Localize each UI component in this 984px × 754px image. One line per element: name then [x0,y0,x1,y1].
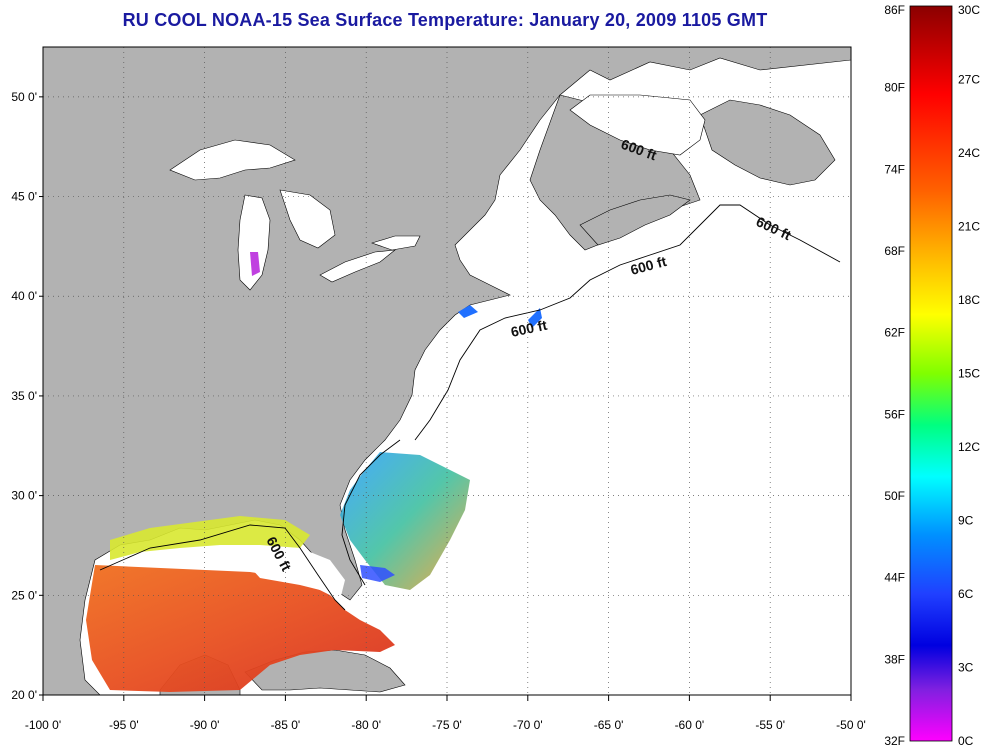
lat-tick-label: 20 0' [11,688,37,702]
lon-tick-label: -60 0' [675,718,705,732]
colorbar-c-label: 30C [958,3,980,17]
colorbar-f-label: 50F [884,489,905,503]
sst-florida-keys [360,565,395,582]
sst-lake-michigan-patch [250,252,260,276]
sst-georges-patch [528,308,542,328]
colorbar-c-label: 6C [958,587,974,601]
colorbar-f-label: 80F [884,81,905,95]
lat-tick-label: 35 0' [11,389,37,403]
sst-gulf-of-mexico [86,565,395,692]
land-nova-scotia [579,194,691,246]
sst-gulf-north-shelf [110,516,310,560]
sst-gulf-clear-gap [230,545,345,600]
colorbar-c-label: 18C [958,293,980,307]
lat-tick-label: 50 0' [11,90,37,104]
lat-tick-label: 25 0' [11,588,37,602]
colorbar-c-label: 24C [958,146,980,160]
colorbar-f-label: 74F [884,162,905,176]
depth-contour-600ft-florida [341,439,401,586]
colorbar-f-label: 86F [884,3,905,17]
lon-tick-label: -70 0' [513,718,543,732]
map-title: RU COOL NOAA-15 Sea Surface Temperature:… [122,10,768,30]
colorbar-f-label: 38F [884,652,905,666]
colorbar-f-label: 56F [884,407,905,421]
lon-tick-label: -95 0' [109,718,139,732]
latitude-axis: 50 0' 45 0' 40 0' 35 0' 30 0' 25 0' 20 0' [11,90,43,702]
lat-tick-label: 30 0' [11,489,37,503]
lon-tick-label: -100 0' [25,718,61,732]
longitude-axis: -100 0' -95 0' -90 0' -85 0' -80 0' -75 0' -70… [25,695,866,732]
sst-atlantic-swath [340,452,470,590]
colorbar-fahrenheit-labels: 86F 80F 74F 68F 62F 56F 50F 44F 38F 32F [884,3,905,748]
contour-label-600ft-4: 600 ft [509,317,548,340]
lon-tick-label: -65 0' [594,718,624,732]
lake-superior [169,139,296,181]
colorbar-celsius-labels: 30C 27C 24C 21C 18C 15C 12C 9C 6C 3C 0C [958,3,980,748]
depth-contour-600ft-gulf [99,524,346,611]
land-newfoundland [699,99,836,186]
lat-tick-label: 40 0' [11,289,37,303]
colorbar-c-label: 9C [958,514,974,528]
map-grid [43,47,851,695]
colorbar-c-label: 3C [958,661,974,675]
colorbar-f-label: 32F [884,734,905,748]
colorbar-c-label: 0C [958,734,974,748]
lon-tick-label: -85 0' [271,718,301,732]
lon-tick-label: -90 0' [190,718,220,732]
lon-tick-label: -80 0' [351,718,381,732]
gulf-st-lawrence [569,94,706,156]
lake-ontario [371,235,421,251]
colorbar-f-label: 44F [884,571,905,585]
lake-erie [319,249,396,283]
lon-tick-label: -75 0' [432,718,462,732]
colorbar-c-label: 27C [958,73,980,87]
sst-nj-patch [458,305,478,318]
colorbar-f-label: 62F [884,326,905,340]
lon-tick-label: -50 0' [836,718,866,732]
lake-huron [279,189,336,249]
lake-michigan [237,194,271,291]
colorbar-c-label: 15C [958,367,980,381]
colorbar-c-label: 12C [958,440,980,454]
colorbar-c-label: 21C [958,220,980,234]
temperature-colorbar [909,5,953,742]
lat-tick-label: 45 0' [11,190,37,204]
lon-tick-label: -55 0' [755,718,785,732]
depth-contour-600ft-north [414,204,841,441]
colorbar-f-label: 68F [884,244,905,258]
